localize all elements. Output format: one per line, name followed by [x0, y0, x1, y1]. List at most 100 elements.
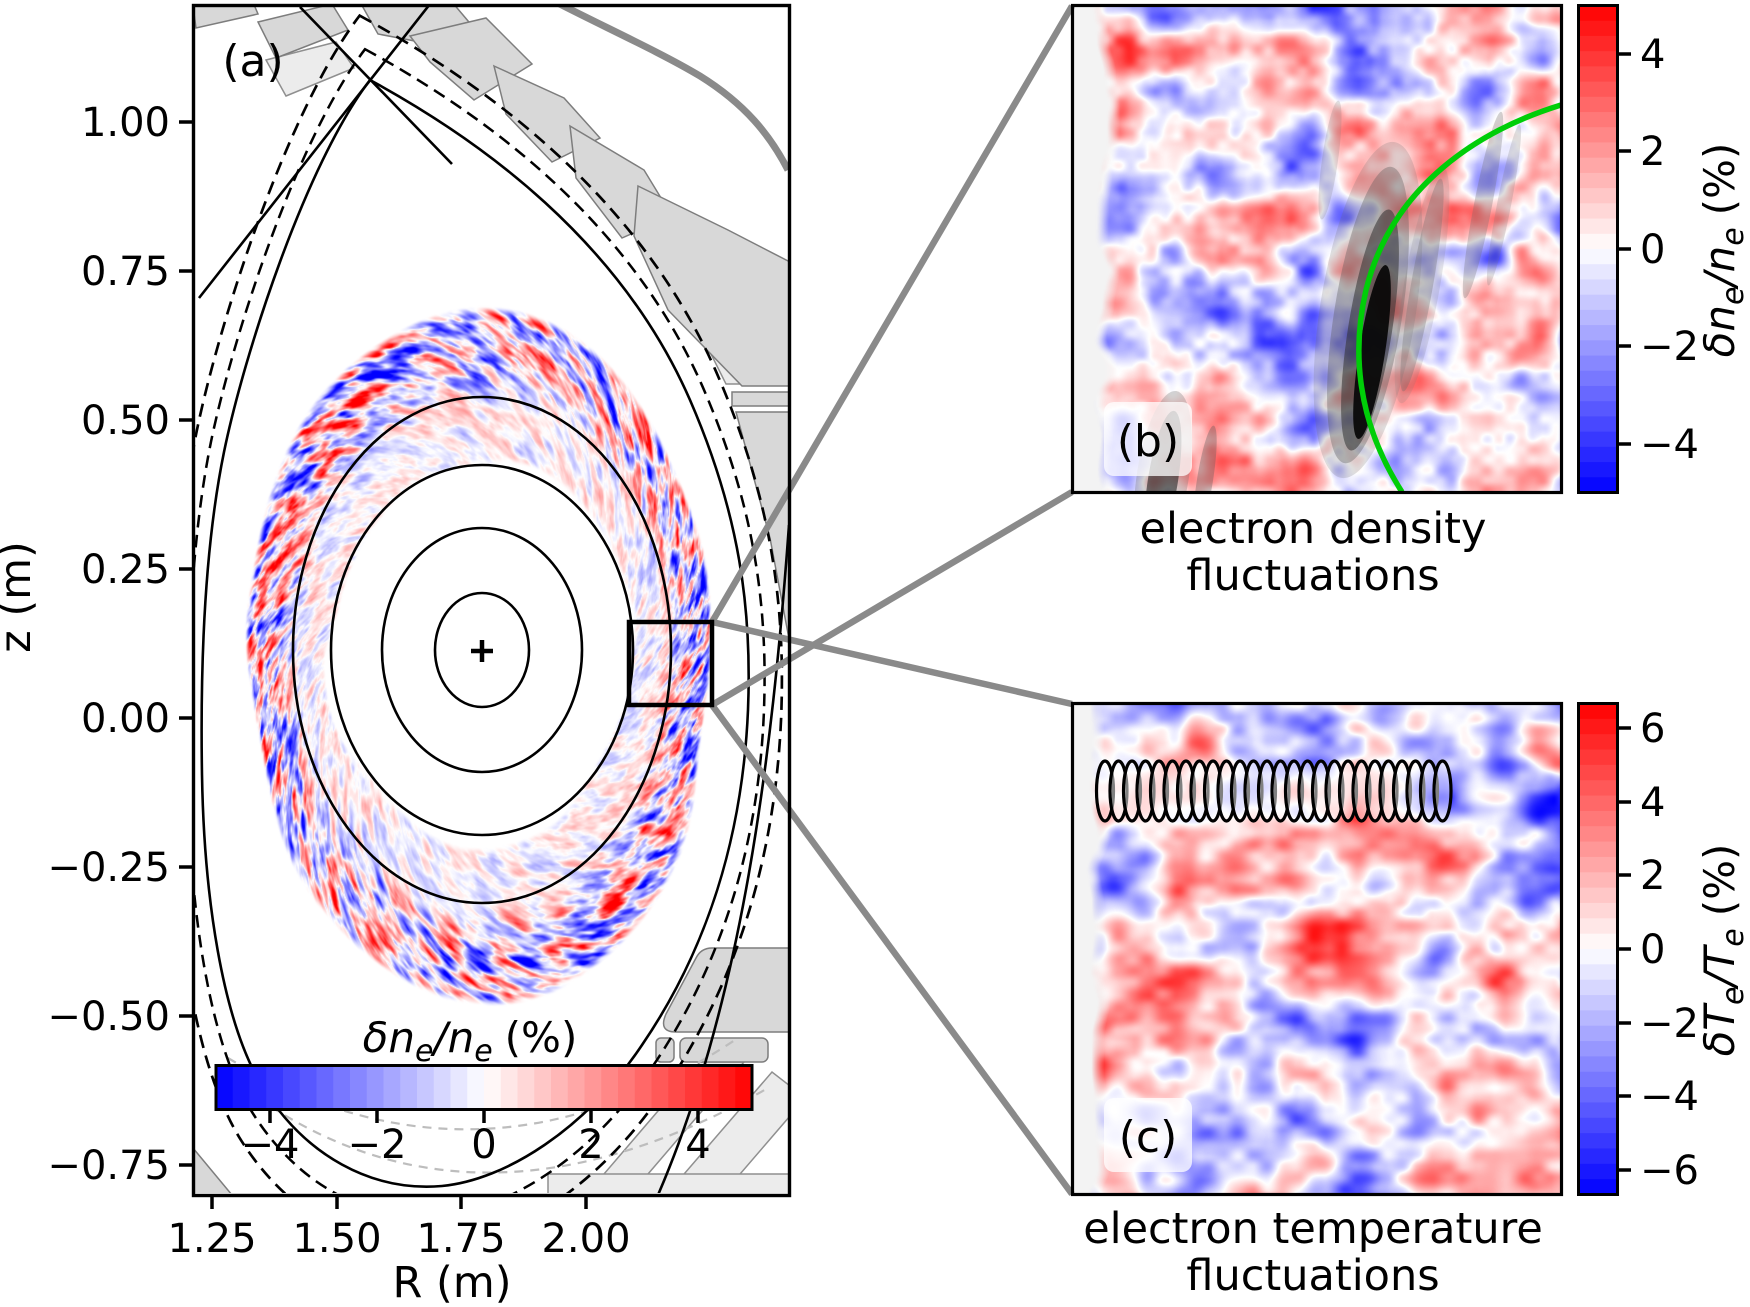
colorbar-c-label: δTe/Te(%): [1695, 844, 1750, 1057]
flux-surface: [291, 395, 673, 905]
colorbar-swatch: [1578, 703, 1618, 720]
colorbar-swatch: [1578, 431, 1618, 448]
tick-label: −4: [1640, 422, 1699, 468]
vessel-arc: [557, 7, 788, 172]
x-point-leg-2: [299, 7, 453, 165]
colorbar-swatch: [685, 1065, 703, 1110]
zoom-region-box: [626, 619, 715, 708]
panel-b-letter-group: (b): [1104, 402, 1192, 476]
colorbar-swatch: [1578, 142, 1618, 159]
flux-surfaces: [291, 395, 673, 905]
panel-c-letter: (c): [1119, 1112, 1178, 1163]
tick-label: 2.00: [541, 1216, 630, 1262]
wall-tile: [633, 184, 788, 387]
colorbar-swatch: [1578, 1117, 1618, 1134]
colorbar-swatch: [1578, 249, 1618, 265]
colorbar-swatch: [735, 1065, 753, 1110]
tick-label: 0: [471, 1122, 496, 1168]
dashed-arc: [257, 1087, 769, 1174]
filament: [1394, 166, 1450, 404]
panel-a-frame: [191, 3, 792, 1198]
panel-c-caption-line1: electron temperature: [1083, 1204, 1543, 1254]
flux-surface: [329, 463, 635, 837]
panel-b-letter-box: [1104, 402, 1192, 476]
colorbar-swatch: [1578, 979, 1618, 996]
wall-tile: [195, 7, 260, 29]
colorbar-swatch: [1578, 1148, 1618, 1165]
far-sol-dashed-arcs: [227, 1037, 769, 1174]
colorbar-a-title: δne/ne (%): [363, 1013, 578, 1069]
tick-label: 0.00: [81, 696, 170, 742]
connector-box-to-c-bottom: [709, 703, 1075, 1196]
connector-box-to-c-top: [711, 618, 1073, 708]
panel-b-caption-line2: fluctuations: [1186, 551, 1439, 601]
colorbar-swatch: [1578, 446, 1618, 463]
wall-tile: [195, 1149, 232, 1193]
colorbar-swatch: [1578, 887, 1618, 904]
magnetic-axis-marker: [471, 640, 493, 662]
tick-label: 0.25: [81, 547, 170, 593]
flux-surface: [433, 591, 531, 709]
colorbar-swatch: [1578, 51, 1618, 68]
colorbar-swatch: [1578, 218, 1618, 235]
tick-label: 1.75: [416, 1216, 505, 1262]
tick-label: −4: [1640, 1074, 1699, 1120]
connector-box-to-b-top: [709, 4, 1075, 624]
x-point-leg-1: [197, 7, 430, 299]
colorbar-swatch: [249, 1065, 267, 1110]
flux-surface: [380, 526, 584, 774]
colorbar-swatch: [316, 1065, 334, 1110]
colorbar-swatch: [484, 1065, 502, 1110]
colorbar-swatch: [1578, 309, 1618, 326]
measurement-volume-ellipse: [1432, 759, 1453, 823]
tick-label: 0.75: [81, 249, 170, 295]
colorbar-swatch: [1578, 918, 1618, 935]
colorbar-swatch: [551, 1065, 569, 1110]
colorbar-swatch: [1578, 1163, 1618, 1180]
colorbar-swatch: [1578, 401, 1618, 418]
colorbar-swatch: [1578, 188, 1618, 205]
colorbar-swatch: [1578, 355, 1618, 372]
colorbar-swatch: [567, 1065, 586, 1110]
colorbar-swatch: [517, 1065, 535, 1110]
colorbar-swatch: [1578, 96, 1618, 113]
colorbar-c-swatches: [1578, 703, 1618, 1196]
colorbar-swatch: [1578, 964, 1618, 981]
filament: [1400, 178, 1444, 392]
colorbar-swatch: [450, 1065, 468, 1110]
colorbar-swatch: [400, 1065, 418, 1110]
tick-label: 0: [1640, 227, 1665, 273]
tick-label: 4: [685, 1122, 710, 1168]
colorbar-swatch: [534, 1065, 552, 1110]
colorbar-swatch: [1578, 995, 1618, 1012]
colorbar-a-swatches: [216, 1065, 753, 1110]
colorbar-swatch: [266, 1065, 284, 1110]
wall-tile: [662, 947, 788, 1033]
colorbar-swatch: [1578, 1025, 1618, 1042]
colorbar-swatch: [1578, 826, 1618, 843]
tick-label: 1.25: [167, 1216, 256, 1262]
panel-a-xlabel: R (m): [393, 1258, 512, 1307]
colorbar-swatch: [1578, 35, 1618, 52]
colorbar-swatch: [1578, 949, 1618, 966]
colorbar-swatch: [1578, 477, 1618, 494]
colorbar-b-label: δne/ne(%): [1695, 143, 1750, 358]
colorbar-swatch: [1578, 810, 1618, 827]
colorbar-swatch: [350, 1065, 368, 1110]
colorbar-swatch: [651, 1065, 669, 1110]
connector-box-to-b-bottom: [710, 489, 1074, 708]
colorbar-swatch: [1578, 66, 1618, 83]
panel-c-letter-group: (c): [1104, 1098, 1192, 1172]
colorbar-swatch: [584, 1065, 602, 1110]
colorbar-swatch: [1578, 1041, 1618, 1058]
panel-b-frame: [1070, 3, 1564, 495]
panel-c-frame: [1070, 701, 1564, 1197]
tick-label: −6: [1640, 1148, 1699, 1194]
tick-label: 4: [1640, 32, 1665, 78]
colorbar-b-swatches: [1578, 5, 1618, 494]
colorbar-swatch: [1578, 233, 1618, 250]
colorbar-swatch: [1578, 1102, 1618, 1119]
colorbar-swatch: [701, 1065, 720, 1110]
